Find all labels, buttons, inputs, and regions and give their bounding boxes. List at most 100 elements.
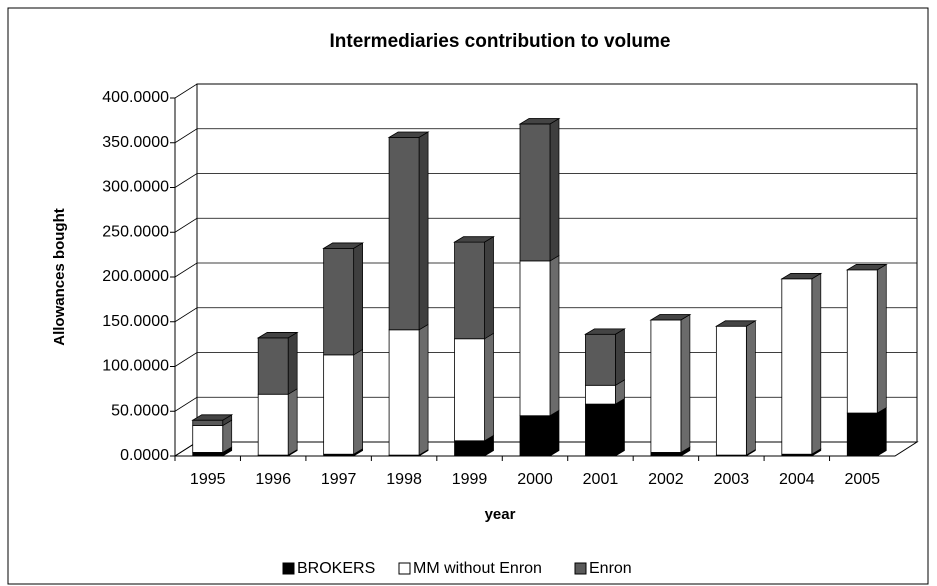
bar-segment — [650, 313, 691, 454]
bar-segment — [846, 407, 887, 457]
bar-front — [192, 452, 224, 457]
x-tick-label: 1995 — [190, 471, 226, 488]
bar-segment — [454, 236, 494, 340]
y-axis-title: Allowances bought — [51, 208, 68, 346]
y-tick-label: 100.0000 — [102, 358, 169, 375]
x-tick-label: 1996 — [255, 471, 291, 488]
bar-front — [846, 269, 878, 414]
bar-segment — [519, 409, 560, 457]
bar-segment — [388, 131, 429, 331]
y-tick-label: 150.0000 — [102, 313, 169, 330]
bar-front — [454, 241, 485, 340]
bar-side — [418, 323, 429, 456]
y-tick-label: 300.0000 — [102, 179, 169, 196]
x-tick-label: 1999 — [452, 471, 488, 488]
bar-segment — [454, 434, 494, 457]
bar-top — [518, 118, 561, 125]
bar-side — [680, 313, 691, 454]
bar-top — [714, 320, 757, 327]
grid-line — [174, 128, 917, 144]
bar-segment — [323, 242, 363, 356]
bar-top — [649, 314, 692, 321]
bar-front — [192, 425, 224, 453]
y-tick-label: 50.0000 — [111, 402, 169, 419]
grid-line — [174, 83, 917, 99]
bar-segment — [192, 419, 233, 454]
x-tick-label: 1997 — [321, 471, 357, 488]
bar-side — [811, 272, 822, 455]
bar-segment — [257, 331, 298, 395]
bar-side — [615, 328, 625, 386]
x-tick-label: 2002 — [648, 471, 684, 488]
bar-segment — [585, 398, 625, 457]
bar-side — [484, 236, 494, 340]
bar-side — [549, 254, 560, 417]
bar-front — [192, 419, 224, 426]
bar-front — [781, 278, 813, 455]
bar-front — [846, 412, 878, 457]
bar-side — [876, 407, 887, 457]
x-tick-label: 2001 — [583, 471, 619, 488]
bar-top — [322, 242, 365, 249]
bar-side — [484, 332, 494, 442]
bar-front — [715, 325, 747, 456]
y-tick-label: 400.0000 — [102, 89, 169, 106]
grid-line — [174, 217, 917, 233]
bar-front — [519, 415, 551, 457]
legend-swatch — [574, 562, 587, 575]
bar-segment — [388, 323, 429, 456]
grid-line — [174, 262, 917, 278]
bar-side — [287, 388, 298, 456]
bar-side — [615, 398, 625, 457]
y-tick-label: 350.0000 — [102, 134, 169, 151]
bar-front — [388, 329, 420, 456]
x-tick-label: 1998 — [386, 471, 422, 488]
legend-label: BROKERS — [297, 560, 375, 577]
chart-title: Intermediaries contribution to volume — [330, 31, 671, 52]
legend-swatch — [282, 562, 295, 575]
bar-top — [453, 236, 495, 243]
legend-label: MM without Enron — [413, 560, 542, 577]
bar-side — [876, 263, 887, 414]
bar-top — [584, 328, 626, 335]
bar-front — [454, 338, 485, 442]
bar-front — [454, 440, 485, 457]
bar-side — [418, 131, 429, 331]
x-tick-label: 2004 — [779, 471, 815, 488]
bar-segment — [715, 320, 756, 456]
bar-front — [585, 403, 616, 457]
bar-segment — [519, 117, 560, 262]
bar-top — [387, 131, 430, 138]
bar-front — [519, 123, 551, 262]
legend-swatch — [398, 562, 411, 575]
x-tick-label: 2000 — [517, 471, 553, 488]
y-tick-label: 0.0000 — [120, 447, 169, 464]
bar-front — [323, 247, 355, 356]
bar-segment — [257, 388, 298, 456]
bar-front — [323, 354, 355, 455]
bar-front — [388, 136, 420, 331]
bar-segment — [585, 379, 625, 405]
grid-line — [174, 307, 917, 323]
bar-side — [353, 348, 363, 455]
bar-segment — [846, 263, 887, 414]
bar-top — [256, 332, 299, 339]
x-tick-label: 2003 — [714, 471, 750, 488]
bar-side — [746, 320, 756, 456]
bar-side — [549, 409, 560, 457]
bar-front — [585, 384, 616, 405]
bar-side — [287, 331, 298, 395]
x-tick-label: 2005 — [844, 471, 880, 488]
bar-segment — [585, 328, 625, 386]
bar-segment — [519, 254, 560, 417]
bar-front — [257, 337, 289, 395]
grid-line — [174, 173, 917, 188]
bar-front — [650, 452, 682, 457]
bar-segment — [454, 332, 494, 442]
bar-front — [519, 260, 551, 417]
bar-side — [549, 117, 560, 262]
bar-side — [353, 242, 363, 356]
bar-front — [585, 333, 616, 386]
bar-top — [780, 272, 823, 280]
